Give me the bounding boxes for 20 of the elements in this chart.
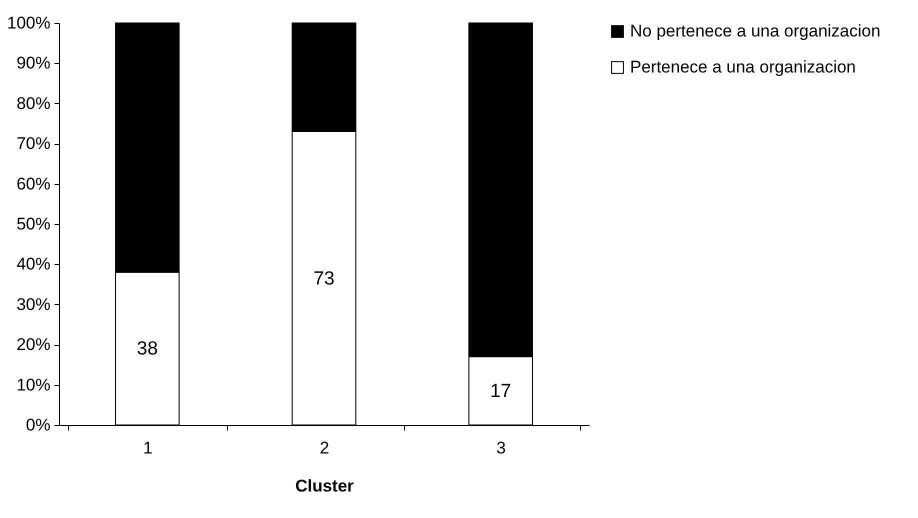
x-axis-title: Cluster [295, 476, 354, 496]
y-tick-label: 10% [16, 375, 50, 394]
data-label: 38 [136, 338, 158, 360]
x-tick-label: 1 [143, 438, 153, 458]
y-tick-label: 0% [26, 416, 50, 434]
y-tick-label: 70% [16, 134, 50, 154]
y-tick-label: 80% [16, 94, 50, 113]
y-tick-label: 20% [16, 335, 50, 354]
y-tick-label: 50% [16, 214, 50, 234]
y-tick-label: 100% [7, 14, 50, 32]
y-tick-label: 90% [16, 54, 50, 73]
y-tick-label: 30% [16, 294, 50, 314]
y-tick-label: 40% [16, 254, 50, 274]
legend-label: Pertenece a una organizacion [630, 58, 856, 76]
x-tick-label: 3 [496, 438, 506, 458]
x-tick-label: 2 [320, 438, 330, 458]
y-tick-label: 60% [16, 174, 50, 194]
legend-label: No pertenece a una organizacion [630, 22, 880, 40]
data-label: 17 [490, 380, 512, 402]
data-label: 73 [313, 268, 335, 290]
